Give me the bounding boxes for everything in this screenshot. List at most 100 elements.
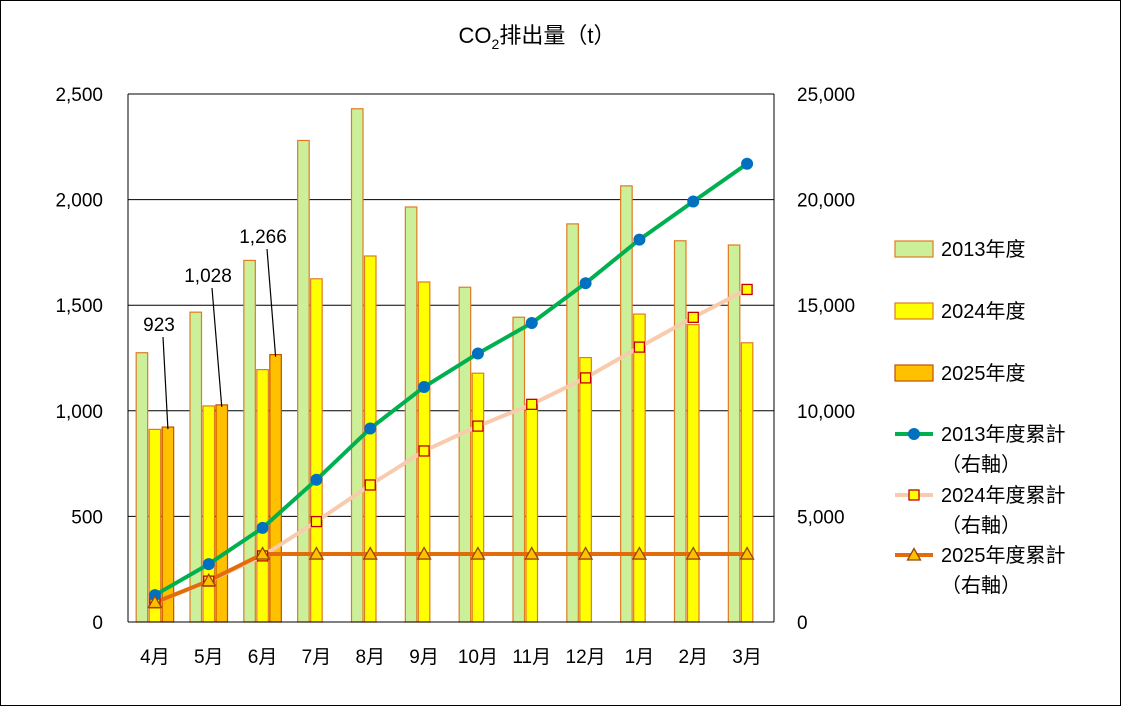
marker-2013-11 bbox=[741, 157, 754, 170]
callout-leader-2 bbox=[266, 248, 277, 357]
x-tick-0: 4月 bbox=[140, 647, 170, 668]
marker-2025-3 bbox=[308, 546, 325, 560]
x-tick-2: 6月 bbox=[248, 647, 278, 668]
legend-swatch-2024 bbox=[894, 302, 934, 320]
bar-2025-2 bbox=[269, 354, 282, 623]
bar-2024-2 bbox=[256, 369, 269, 623]
marker-2025-6 bbox=[470, 546, 486, 560]
bar-2024-10 bbox=[686, 324, 700, 623]
callout-label-1: 1,028 bbox=[184, 266, 232, 287]
bar-2024-9 bbox=[633, 313, 646, 623]
legend-swatch-2025 bbox=[894, 364, 934, 382]
chart-title-rest: 排出量（t） bbox=[499, 23, 615, 48]
marker-2025-2 bbox=[254, 546, 271, 560]
y-right-tick-1: 5,000 bbox=[797, 507, 845, 528]
y-left-tick-2: 1,000 bbox=[55, 402, 103, 423]
legend-label-2013: 2013年度 bbox=[941, 238, 1026, 261]
marker-2013-5 bbox=[418, 380, 431, 393]
bar-2024-8 bbox=[579, 356, 592, 623]
marker-2025-10 bbox=[685, 546, 701, 560]
legend-label-2025: 2025年度 bbox=[941, 362, 1026, 385]
callout-leader-1 bbox=[211, 287, 223, 407]
line-2025 bbox=[154, 552, 748, 605]
marker-2013-10 bbox=[687, 195, 700, 208]
y-right-tick-0: 0 bbox=[797, 613, 808, 634]
chart-title-subscript: 2 bbox=[492, 36, 500, 52]
marker-2013-3 bbox=[310, 473, 323, 486]
bar-2013-7 bbox=[512, 316, 526, 623]
bar-2013-5 bbox=[404, 206, 418, 623]
chart-title: CO2排出量（t） bbox=[459, 23, 616, 52]
legend-label-2024: 2024年度 bbox=[941, 300, 1026, 323]
marker-2025-5 bbox=[416, 546, 432, 560]
callout-label-2: 1,266 bbox=[239, 227, 287, 248]
x-tick-1: 5月 bbox=[194, 647, 224, 668]
bars bbox=[135, 108, 754, 623]
y-left-tick-1: 500 bbox=[71, 507, 103, 528]
legend: 2013年度 2024年度 2025年度 2013年度累計 （右軸） 2024年度累計 （右… bbox=[894, 238, 1066, 597]
marker-2024-7 bbox=[526, 398, 538, 410]
callout-label-0: 923 bbox=[143, 315, 175, 336]
legend-sublabel-2024: （右軸） bbox=[941, 514, 1021, 537]
bar-2013-8 bbox=[566, 223, 579, 623]
line-2013 bbox=[153, 162, 749, 597]
y-right-tick-3: 15,000 bbox=[797, 296, 855, 317]
marker-2025-0 bbox=[147, 594, 163, 609]
legend-marker-2025 bbox=[906, 547, 922, 561]
bar-2013-4 bbox=[350, 108, 364, 623]
legend-sublabel-2013: （右軸） bbox=[941, 453, 1021, 476]
legend-label-2025: 2025年度累計 bbox=[941, 544, 1066, 567]
x-tick-3: 7月 bbox=[302, 647, 332, 668]
gridlines bbox=[128, 93, 774, 517]
marker-2024-8 bbox=[579, 372, 592, 384]
bar-2013-10 bbox=[673, 240, 687, 623]
legend-label-2013: 2013年度累計 bbox=[941, 423, 1066, 446]
marker-2025-9 bbox=[631, 546, 648, 560]
marker-2013-6 bbox=[471, 347, 484, 360]
legend-sublabel-2025: （右軸） bbox=[941, 574, 1021, 597]
x-tick-10: 2月 bbox=[678, 647, 708, 668]
legend-label-2024: 2024年度累計 bbox=[941, 484, 1066, 507]
chart-title-main: CO bbox=[459, 23, 492, 48]
marker-2025-1 bbox=[201, 572, 217, 587]
marker-2024-11 bbox=[741, 283, 753, 296]
bar-2025-0 bbox=[161, 426, 175, 623]
x-tick-5: 9月 bbox=[409, 647, 439, 668]
marker-2024-5 bbox=[418, 445, 430, 457]
x-tick-8: 12月 bbox=[566, 647, 606, 668]
marker-2024-9 bbox=[633, 341, 646, 353]
y-left-tick-5: 2,500 bbox=[55, 85, 103, 106]
y-left-tick-3: 1,500 bbox=[55, 296, 103, 317]
x-tick-4: 8月 bbox=[355, 647, 385, 668]
bar-2024-3 bbox=[310, 278, 323, 623]
x-tick-7: 11月 bbox=[512, 647, 551, 668]
y-right-tick-2: 10,000 bbox=[797, 402, 855, 423]
bar-2013-6 bbox=[458, 286, 472, 623]
x-tick-9: 1月 bbox=[625, 647, 655, 668]
marker-2025-8 bbox=[577, 546, 594, 560]
x-tick-11: 3月 bbox=[732, 647, 762, 668]
bar-2013-11 bbox=[727, 244, 741, 623]
marker-2024-10 bbox=[687, 311, 699, 324]
marker-2025-11 bbox=[739, 546, 755, 560]
marker-2024-6 bbox=[472, 420, 484, 432]
y-right-tick-5: 25,000 bbox=[797, 85, 855, 106]
legend-marker-2013 bbox=[908, 428, 920, 440]
bar-2024-6 bbox=[471, 372, 485, 623]
legend-swatch-2013 bbox=[894, 240, 934, 258]
legend-marker-2024 bbox=[908, 489, 920, 501]
bar-2024-4 bbox=[363, 255, 377, 623]
marker-2025-4 bbox=[362, 546, 378, 560]
marker-2013-2 bbox=[256, 521, 269, 534]
bar-2013-0 bbox=[135, 352, 149, 623]
marker-2013-7 bbox=[525, 317, 538, 330]
marker-2024-3 bbox=[310, 515, 323, 528]
bar-2024-11 bbox=[740, 342, 754, 623]
marker-2013-9 bbox=[633, 233, 646, 246]
marker-2013-4 bbox=[364, 422, 377, 435]
callouts: 923 1,028 1,266 bbox=[143, 227, 287, 430]
marker-2013-8 bbox=[579, 277, 592, 290]
y-right-tick-4: 20,000 bbox=[797, 191, 855, 212]
